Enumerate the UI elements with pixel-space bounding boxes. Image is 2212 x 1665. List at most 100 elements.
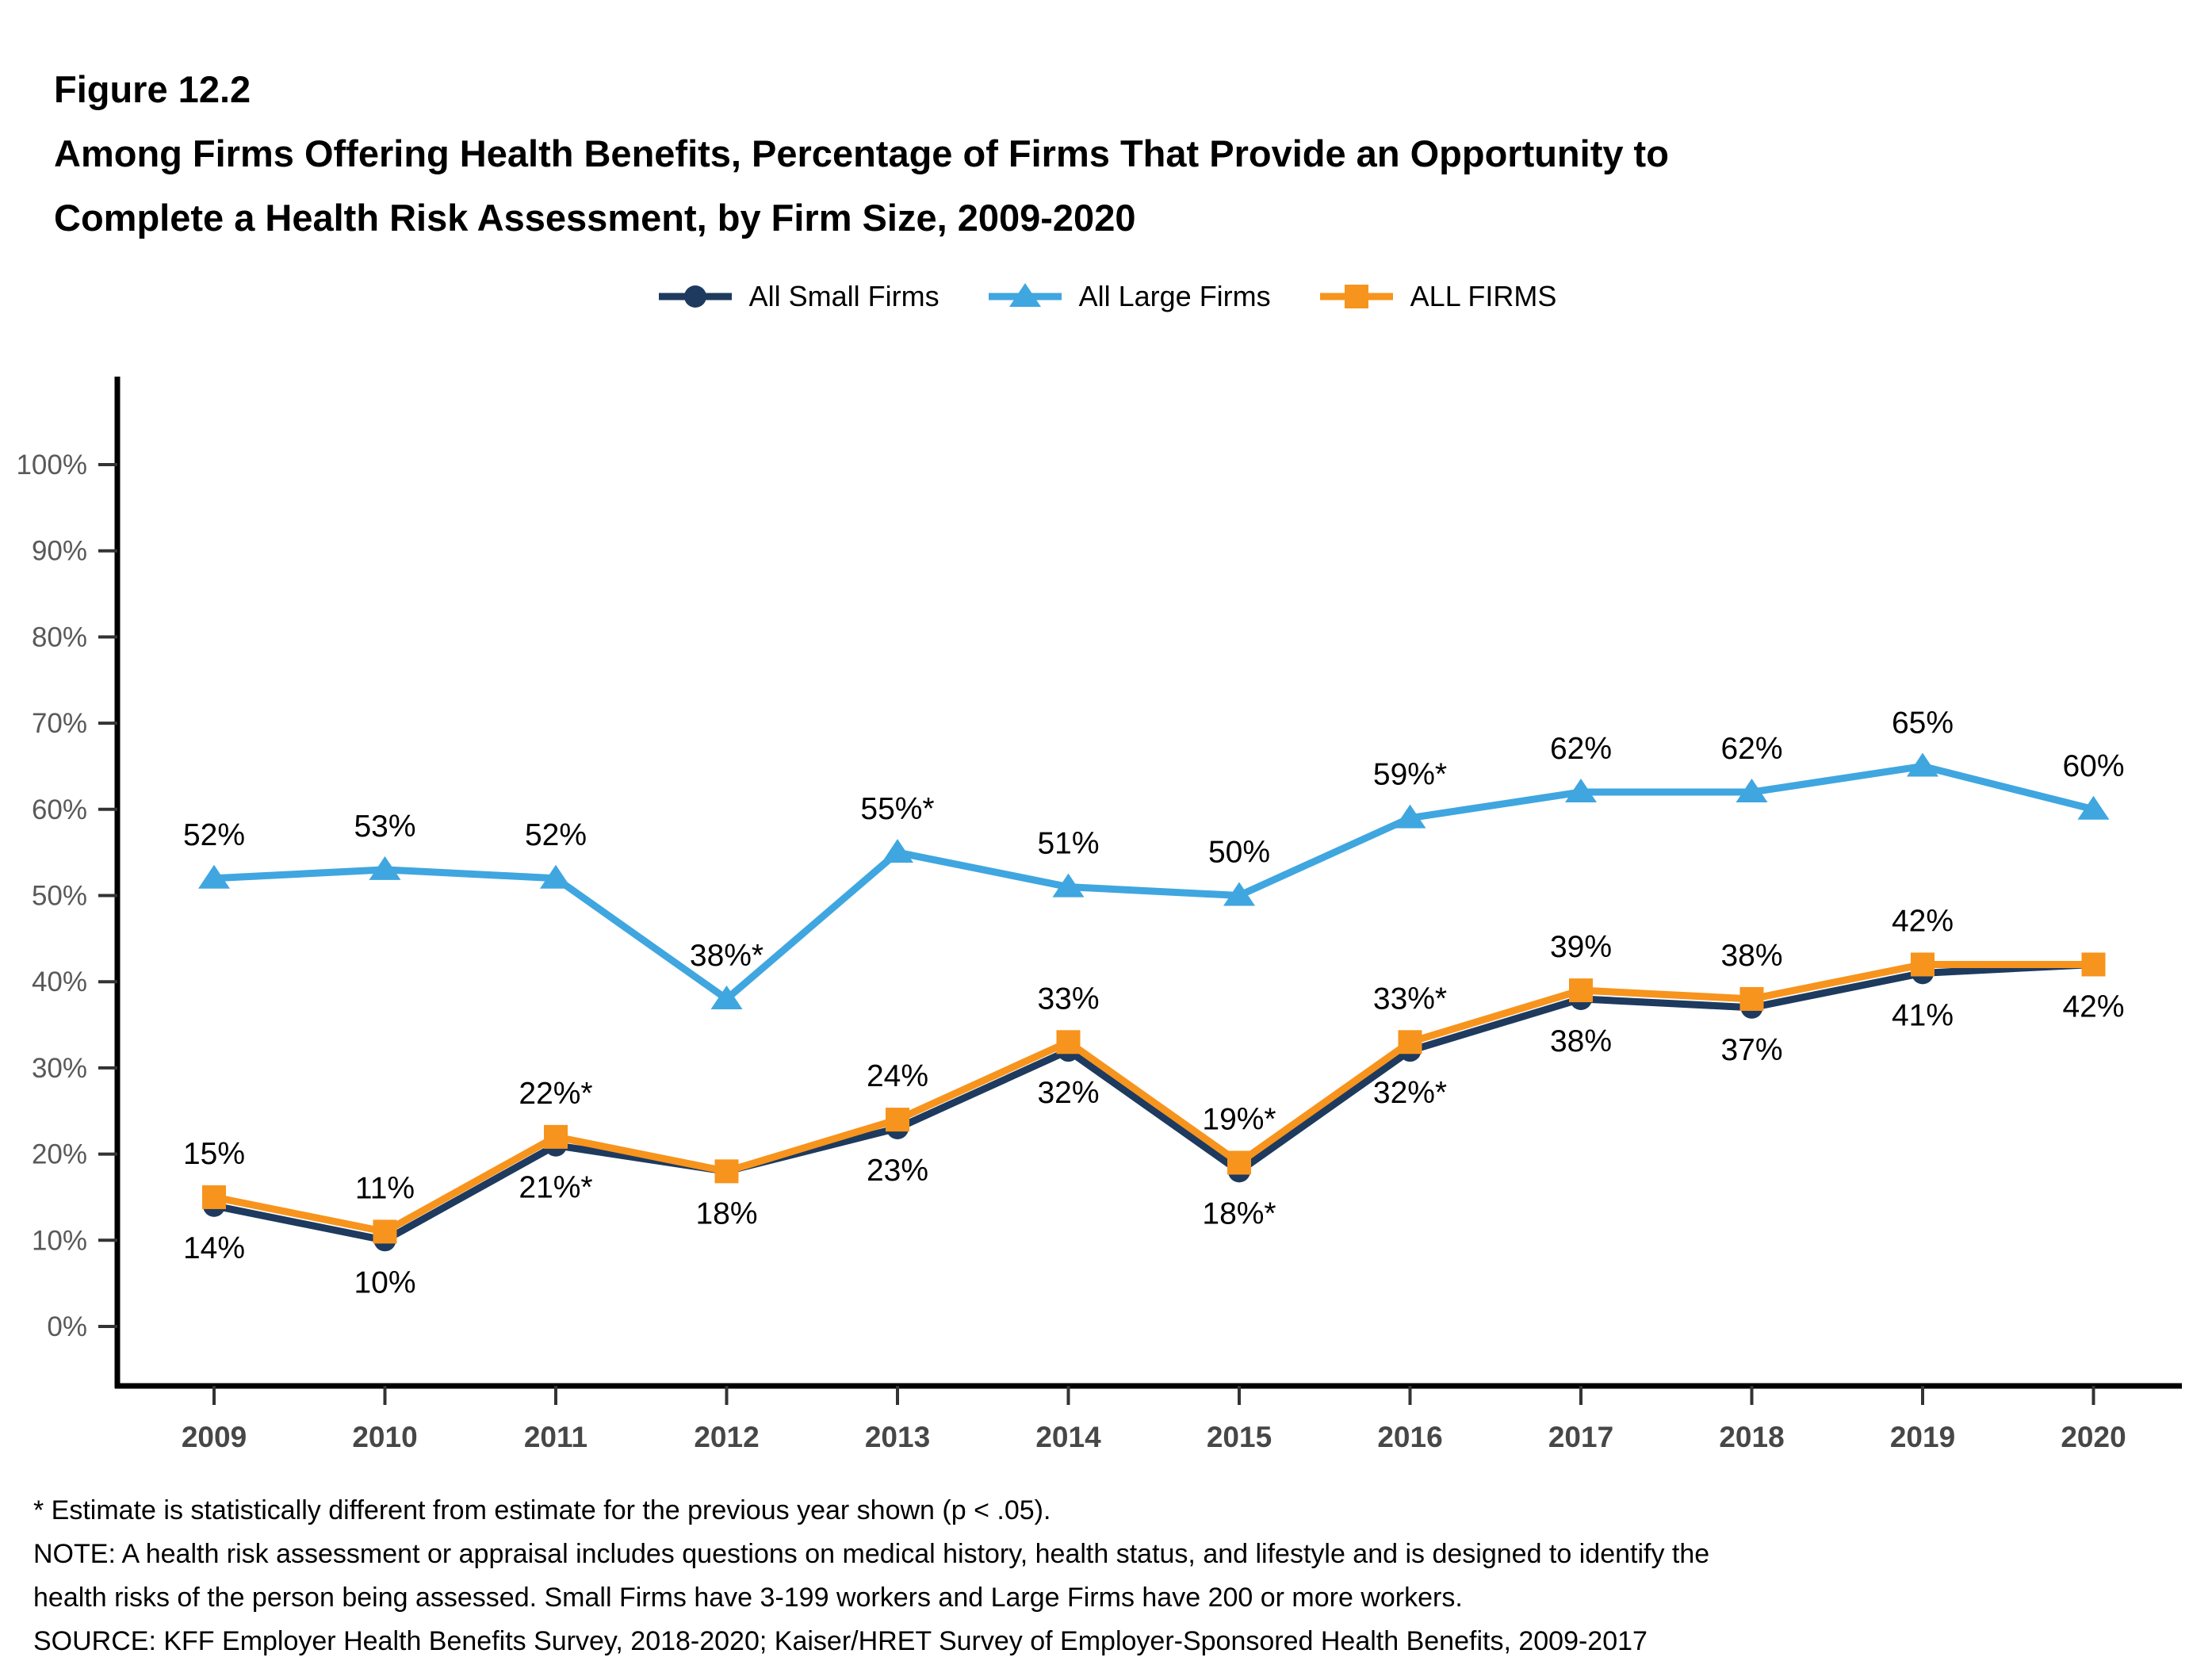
- triangle-marker: [1907, 752, 1938, 777]
- triangle-marker: [882, 839, 913, 863]
- triangle-marker: [1223, 882, 1255, 906]
- x-tick-label: 2012: [694, 1421, 759, 1453]
- legend-label: All Large Firms: [1078, 280, 1271, 312]
- square-marker: [1739, 986, 1764, 1011]
- square-marker: [1227, 1150, 1251, 1175]
- y-tick-label: 20%: [32, 1139, 87, 1170]
- circle-legend-marker-icon: [658, 285, 732, 308]
- data-label: 65%: [1892, 706, 1954, 740]
- square-marker: [886, 1108, 909, 1132]
- data-label: 21%*: [519, 1171, 592, 1205]
- x-tick-label: 2014: [1035, 1421, 1101, 1453]
- data-label: 60%: [2062, 749, 2124, 783]
- legend-label: ALL FIRMS: [1410, 280, 1557, 312]
- data-label: 18%: [695, 1196, 757, 1231]
- series-line-2: [213, 960, 2094, 1236]
- figure-number: Figure 12.2: [54, 68, 251, 110]
- series-line-1: [213, 762, 2095, 1004]
- data-label: 62%: [1550, 732, 1612, 766]
- footnote-significance: * Estimate is statistically different fr…: [33, 1495, 1051, 1525]
- square-marker: [544, 1124, 568, 1149]
- figure-title-line-2: Complete a Health Risk Assessment, by Fi…: [54, 197, 1136, 239]
- data-label: 11%: [355, 1171, 415, 1205]
- series-line-0: [213, 960, 2094, 1245]
- y-tick-label: 10%: [32, 1225, 87, 1256]
- y-tick-label: 70%: [32, 708, 87, 739]
- data-label: 59%*: [1373, 758, 1447, 792]
- y-tick-label: 40%: [32, 966, 87, 997]
- triangle-legend-marker-icon: [988, 283, 1062, 307]
- x-tick-label: 2017: [1548, 1421, 1613, 1453]
- square-marker: [1344, 285, 1368, 308]
- data-label: 55%*: [860, 792, 934, 826]
- data-label: 33%*: [1373, 982, 1447, 1016]
- square-marker: [2081, 952, 2106, 977]
- x-tick-label: 2020: [2061, 1421, 2126, 1453]
- data-label: 62%: [1720, 732, 1782, 766]
- x-tick-label: 2019: [1890, 1421, 1955, 1453]
- x-tick-label: 2009: [182, 1421, 247, 1453]
- figure-title-line-1: Among Firms Offering Health Benefits, Pe…: [54, 132, 1669, 174]
- data-label: 38%*: [690, 939, 763, 973]
- line-chart: 0% 10% 20% 30% 40% 50% 60% 70% 80% 90% 100% 2009 201…: [16, 377, 2182, 1453]
- y-tick-label: 0%: [47, 1311, 87, 1342]
- triangle-marker: [1394, 804, 1426, 829]
- triangle-marker: [198, 864, 230, 889]
- data-label: 22%*: [519, 1077, 592, 1111]
- data-label: 41%: [1892, 998, 1954, 1032]
- data-label: 19%*: [1202, 1102, 1276, 1136]
- circle-marker: [683, 285, 706, 308]
- square-marker: [1911, 952, 1935, 977]
- data-label: 18%*: [1202, 1196, 1276, 1231]
- legend-label: All Small Firms: [748, 280, 940, 312]
- data-label: 50%: [1208, 836, 1270, 870]
- footnote-note-line-1: NOTE: A health risk assessment or apprai…: [33, 1539, 1710, 1569]
- data-label: 10%: [354, 1265, 415, 1299]
- y-tick-label: 90%: [32, 536, 87, 567]
- triangle-marker: [710, 985, 743, 1009]
- triangle-marker: [540, 864, 572, 889]
- data-label: 37%: [1720, 1033, 1782, 1067]
- triangle-marker: [1008, 283, 1041, 307]
- data-label: 15%: [183, 1137, 245, 1171]
- y-tick-label: 100%: [16, 450, 87, 480]
- x-tick-label: 2010: [352, 1421, 417, 1453]
- data-label: 24%: [867, 1059, 928, 1093]
- data-label: 14%: [183, 1231, 245, 1265]
- square-marker: [714, 1159, 739, 1184]
- square-marker: [373, 1219, 397, 1244]
- square-marker: [1398, 1030, 1422, 1054]
- triangle-marker: [2077, 795, 2110, 820]
- square-marker: [202, 1185, 226, 1209]
- data-label: 39%: [1550, 930, 1612, 964]
- square-marker: [1569, 978, 1593, 1003]
- y-tick-label: 80%: [32, 622, 87, 653]
- legend-item-all-firms: ALL FIRMS: [1317, 279, 1557, 314]
- y-tick-label: 30%: [32, 1053, 87, 1084]
- x-tick-label: 2018: [1719, 1421, 1784, 1453]
- triangle-marker: [369, 855, 401, 880]
- data-label: 32%: [1037, 1076, 1099, 1110]
- data-label: 33%: [1037, 982, 1099, 1016]
- legend-item-all-large-firms: All Large Firms: [985, 279, 1271, 314]
- x-tick-label: 2016: [1377, 1421, 1442, 1453]
- data-label: 52%: [525, 818, 587, 852]
- y-tick-label: 60%: [32, 794, 87, 825]
- data-label: 32%*: [1373, 1076, 1447, 1110]
- data-label: 38%: [1550, 1024, 1612, 1058]
- legend-item-all-small-firms: All Small Firms: [656, 279, 940, 314]
- footnote-note-line-2: health risks of the person being assesse…: [33, 1583, 1463, 1613]
- triangle-marker: [1736, 779, 1768, 803]
- data-label: 23%: [867, 1154, 928, 1188]
- y-tick-label: 50%: [32, 881, 87, 912]
- x-tick-label: 2013: [865, 1421, 930, 1453]
- triangle-marker: [1565, 779, 1597, 803]
- data-label: 42%: [2062, 989, 2124, 1024]
- data-label: 53%: [354, 810, 415, 844]
- x-tick-label: 2011: [524, 1421, 587, 1453]
- square-legend-marker-icon: [1319, 285, 1393, 308]
- triangle-marker: [1052, 873, 1085, 898]
- footnote-source: SOURCE: KFF Employer Health Benefits Sur…: [33, 1626, 1648, 1656]
- x-tick-label: 2015: [1207, 1421, 1272, 1453]
